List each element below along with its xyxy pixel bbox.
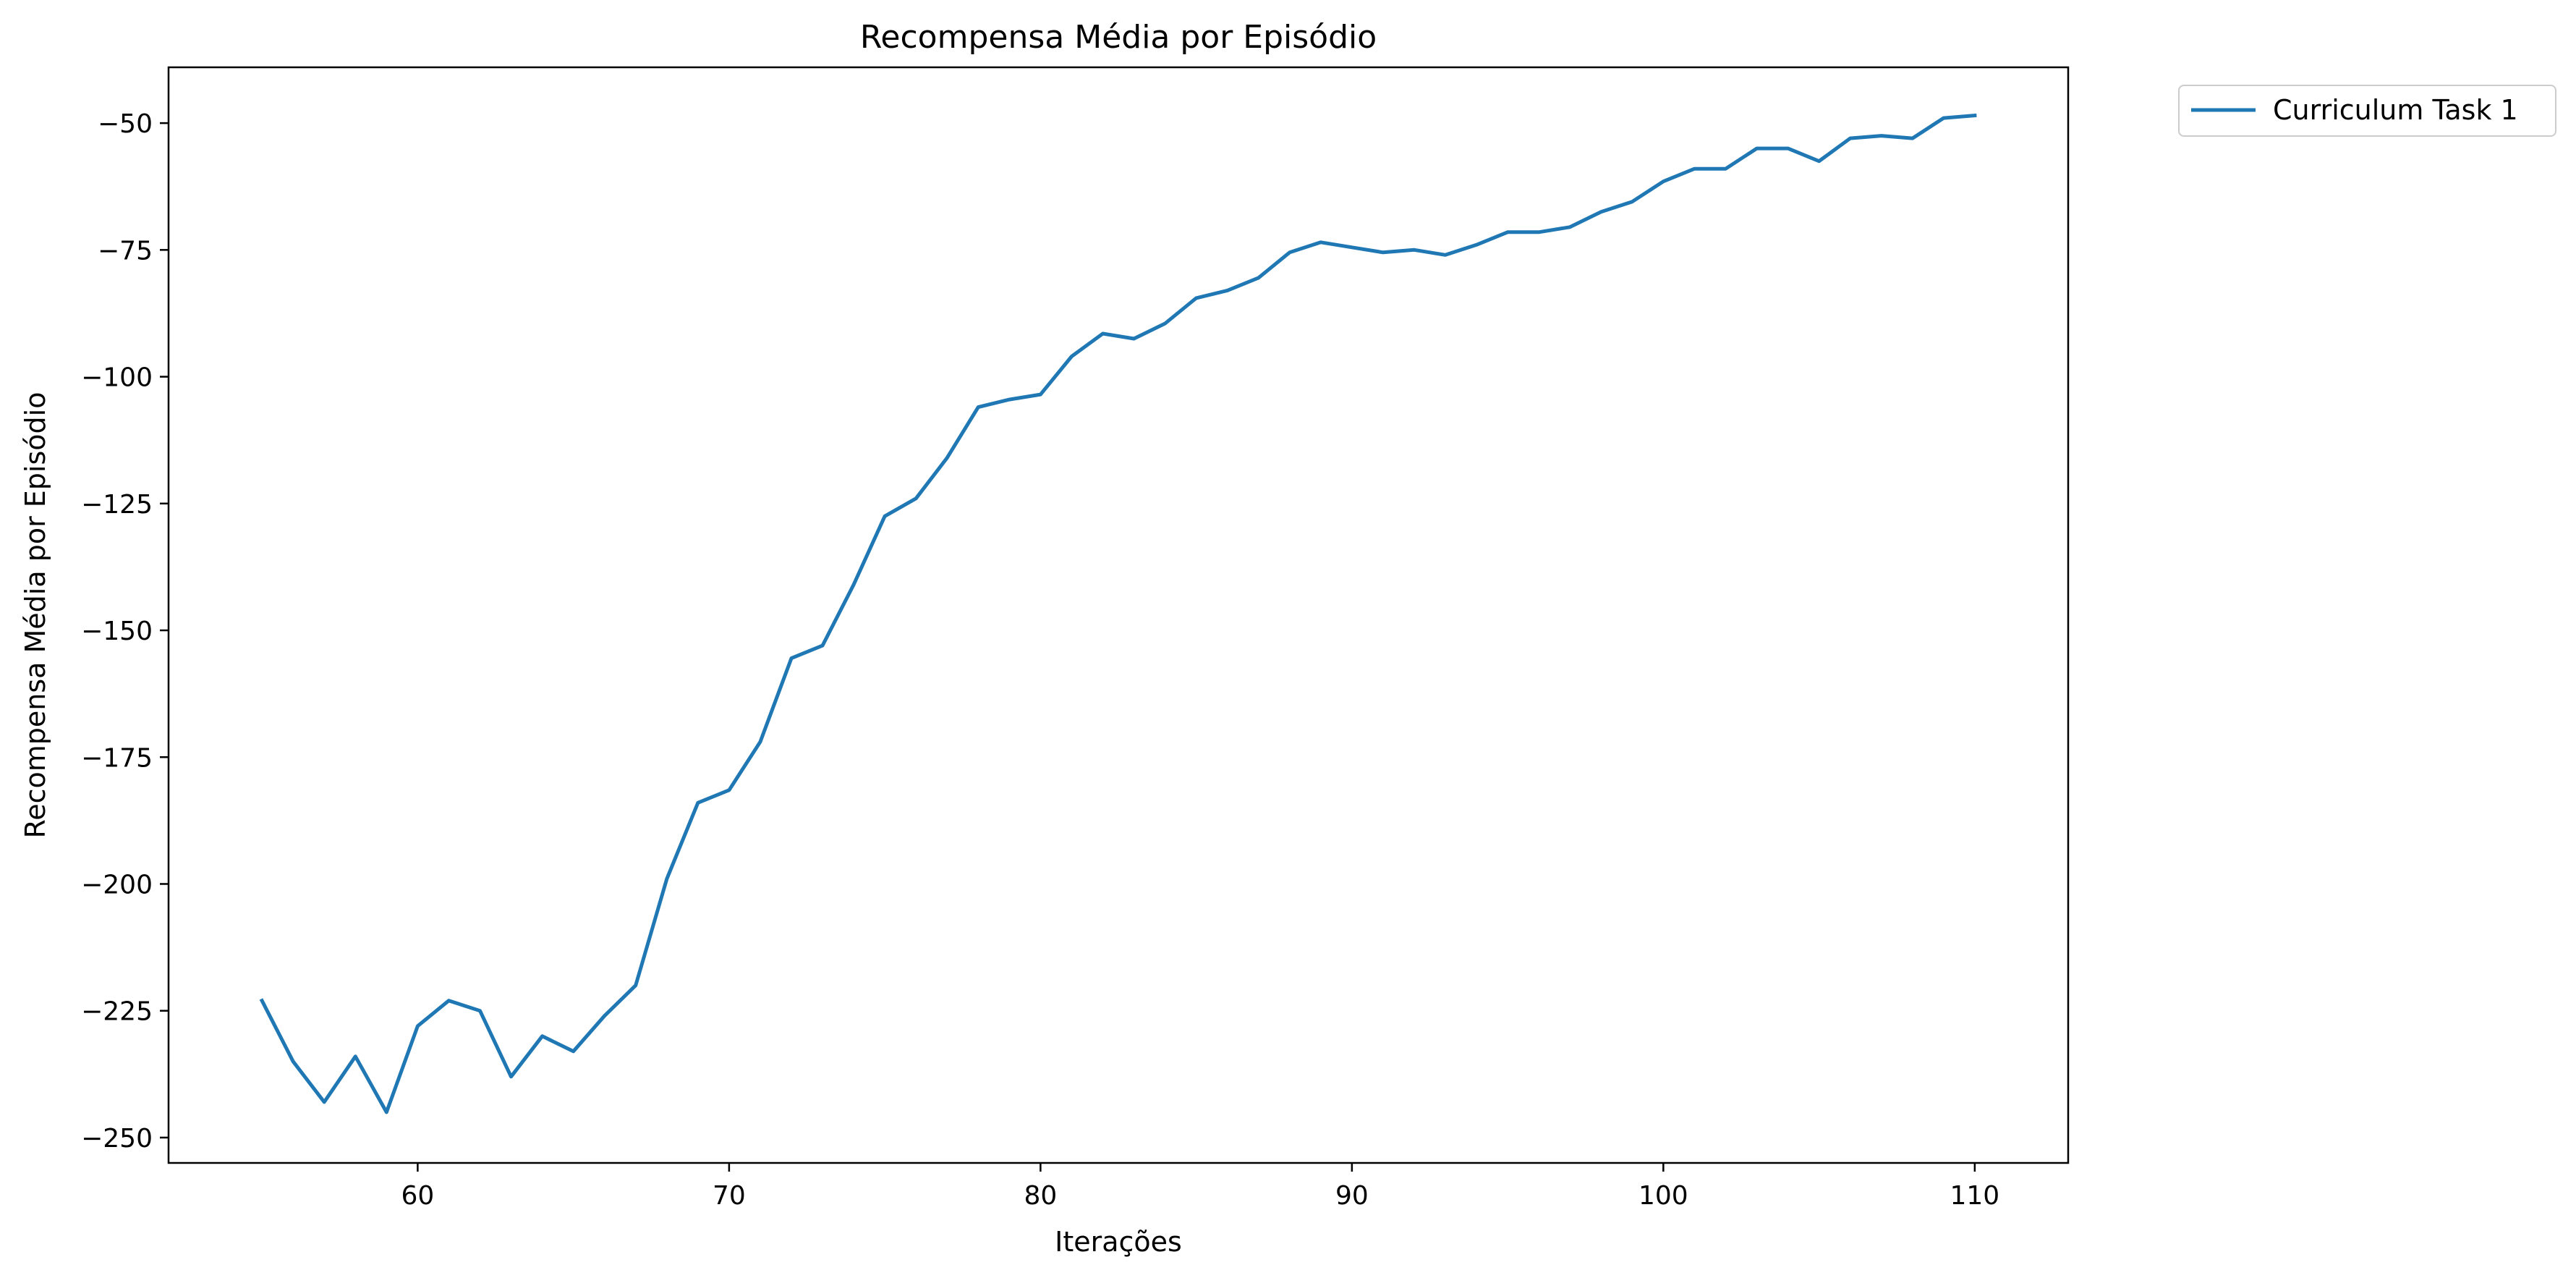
x-tick-label: 60 [401,1181,434,1211]
y-tick-label: −100 [81,363,153,393]
y-tick-label: −250 [81,1124,153,1154]
legend-series-label: Curriculum Task 1 [2273,94,2518,126]
x-tick-label: 100 [1638,1181,1688,1211]
y-axis-label: Recompensa Média por Episódio [20,392,51,839]
y-tick-label: −200 [81,870,153,900]
y-axis: −50 −75 −100 −125 −150 −175 −200 −225 −250 [81,109,169,1154]
chart-title: Recompensa Média por Episódio [860,19,1377,56]
plot-frame [167,66,2070,1164]
x-tick-label: 110 [1950,1181,1999,1211]
x-axis: 60 70 80 90 100 110 [401,1163,1999,1211]
series-layer [259,113,1977,1114]
y-tick-label: −50 [98,109,153,139]
x-tick-label: 80 [1024,1181,1057,1211]
y-tick-label: −225 [81,997,153,1027]
legend-box [2178,85,2556,137]
y-tick-label: −75 [98,236,153,266]
series-line-1 [259,113,1977,1114]
y-tick-label: −150 [81,617,153,646]
legend[interactable]: Curriculum Task 1 [2178,85,2556,137]
x-axis-label: Iterações [1055,1226,1182,1258]
y-tick-label: −175 [81,743,153,773]
y-tick-label: −125 [81,490,153,520]
x-tick-label: 70 [713,1181,746,1211]
x-tick-label: 90 [1335,1181,1369,1211]
